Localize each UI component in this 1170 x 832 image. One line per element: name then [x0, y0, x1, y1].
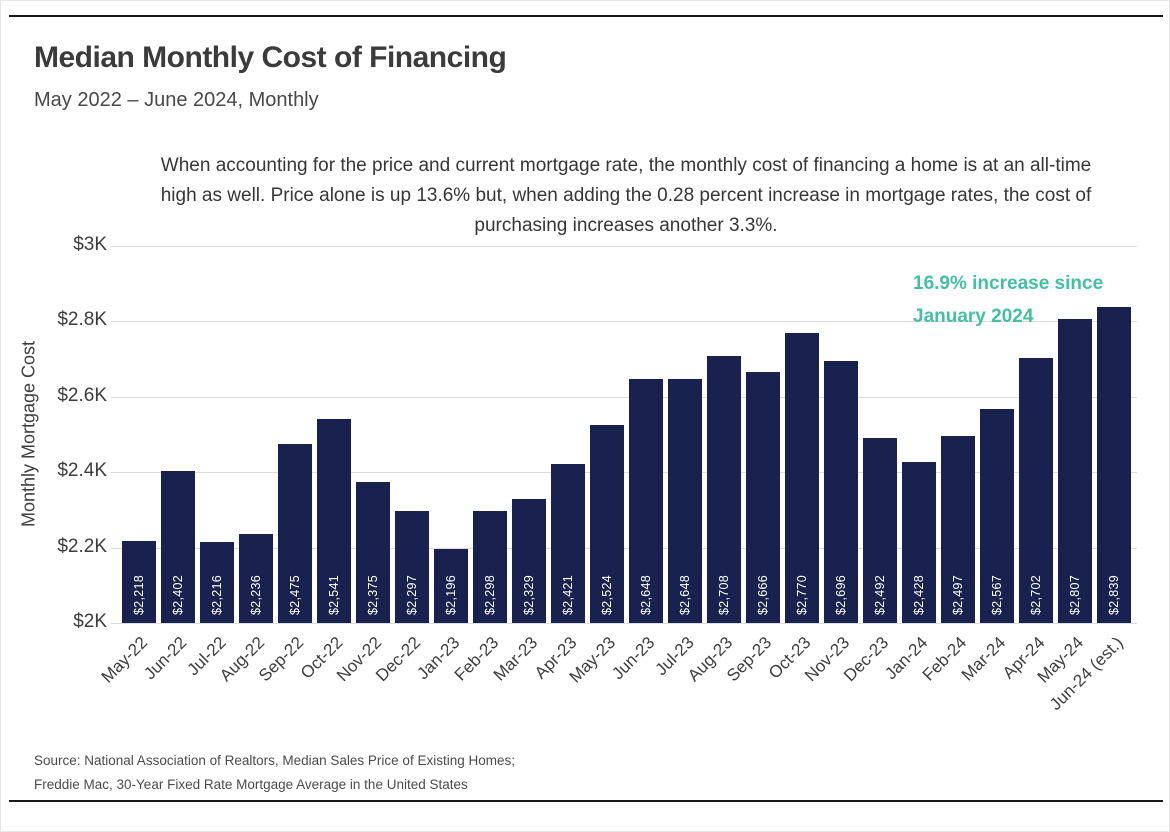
gridline: [111, 397, 1137, 398]
bar: $2,770: [785, 333, 819, 623]
bar-value-label: $2,375: [366, 574, 380, 615]
bar-value-label: $2,216: [210, 574, 224, 615]
annotation: 16.9% increase since January 2024: [913, 267, 1103, 333]
bar-value-label: $2,497: [951, 574, 965, 615]
y-tick-label: $2.4K: [57, 460, 107, 481]
y-tick-label: $2.8K: [57, 309, 107, 330]
top-border-line: [9, 15, 1163, 17]
x-tick-label: Mar-24: [957, 633, 1010, 685]
bar: $2,428: [902, 462, 936, 623]
y-tick-label: $2K: [73, 611, 107, 632]
bar: $2,696: [824, 361, 858, 623]
gridline: [111, 548, 1137, 549]
bar: $2,702: [1019, 358, 1053, 623]
x-tick-label: Mar-23: [489, 633, 542, 685]
chart-description: When accounting for the price and curren…: [116, 151, 1136, 241]
y-tick-label: $2.2K: [57, 536, 107, 557]
bar-value-label: $2,218: [132, 574, 146, 615]
bar: $2,402: [161, 471, 195, 623]
bar-value-label: $2,297: [405, 574, 419, 615]
plot-area: $2,218 $2,402 $2,216 $2,236 $2,475 $2,541 $2,3…: [111, 246, 1137, 624]
bar: $2,329: [512, 499, 546, 623]
bar-value-label: $2,236: [249, 574, 263, 615]
bar: $2,375: [356, 482, 390, 623]
bar-value-label: $2,421: [561, 574, 575, 615]
gridline: [111, 321, 1137, 322]
bar-value-label: $2,666: [756, 574, 770, 615]
bar: $2,807: [1058, 319, 1092, 623]
bar: $2,666: [746, 372, 780, 623]
bar-value-label: $2,648: [639, 574, 653, 615]
bar: $2,297: [395, 511, 429, 623]
bar-value-label: $2,492: [873, 574, 887, 615]
bar-value-label: $2,648: [678, 574, 692, 615]
bar-value-label: $2,770: [795, 574, 809, 615]
bar-value-label: $2,475: [288, 574, 302, 615]
gridline: [111, 472, 1137, 473]
description-line-1: When accounting for the price and curren…: [160, 155, 1092, 176]
description-line-2: high as well. Price alone is up 13.6% bu…: [160, 185, 1092, 206]
gridline: [111, 623, 1137, 624]
bar-value-label: $2,524: [600, 574, 614, 615]
bar-value-label: $2,428: [912, 574, 926, 615]
y-tick-label: $3K: [73, 234, 107, 255]
source-line-1: Source: National Association of Realtors…: [34, 753, 515, 768]
chart-subtitle: May 2022 – June 2024, Monthly: [34, 89, 319, 111]
x-tick-label: Jun-23: [608, 633, 659, 684]
gridline: [111, 246, 1137, 247]
annotation-line-1: 16.9% increase since: [913, 273, 1104, 294]
bar-value-label: $2,696: [834, 574, 848, 615]
bar: $2,541: [317, 419, 351, 623]
bar: $2,648: [629, 379, 663, 623]
bottom-border-line: [9, 800, 1163, 802]
bar-value-label: $2,839: [1107, 574, 1121, 615]
x-tick-label: Jun-22: [140, 633, 191, 684]
source-note: Source: National Association of Realtors…: [34, 749, 515, 797]
bar: $2,421: [551, 464, 585, 623]
x-tick-label: May-22: [97, 633, 152, 687]
bar-value-label: $2,329: [522, 574, 536, 615]
annotation-line-2: January 2024: [913, 306, 1034, 327]
bar: $2,298: [473, 511, 507, 623]
bar: $2,218: [122, 541, 156, 623]
bar-value-label: $2,807: [1068, 574, 1082, 615]
bar-value-label: $2,298: [483, 574, 497, 615]
bar: $2,492: [863, 438, 897, 623]
y-tick-label: $2.6K: [57, 385, 107, 406]
bar-value-label: $2,708: [717, 574, 731, 615]
bar: $2,196: [434, 549, 468, 623]
bar-value-label: $2,567: [990, 574, 1004, 615]
description-line-3: purchasing increases another 3.3%.: [474, 215, 778, 236]
bar-value-label: $2,702: [1029, 574, 1043, 615]
bar: $2,839: [1097, 307, 1131, 623]
bar-value-label: $2,541: [327, 574, 341, 615]
bar: $2,236: [239, 534, 273, 623]
bar-value-label: $2,196: [444, 574, 458, 615]
bar: $2,708: [707, 356, 741, 623]
bar: $2,497: [941, 436, 975, 623]
source-line-2: Freddie Mac, 30-Year Fixed Rate Mortgage…: [34, 777, 468, 792]
bar: $2,524: [590, 425, 624, 623]
bar: $2,475: [278, 444, 312, 623]
bar: $2,567: [980, 409, 1014, 623]
chart-title: Median Monthly Cost of Financing: [34, 41, 507, 74]
bar: $2,648: [668, 379, 702, 623]
bar-value-label: $2,402: [171, 574, 185, 615]
y-axis-label: Monthly Mortgage Cost: [18, 340, 39, 528]
bar: $2,216: [200, 542, 234, 623]
